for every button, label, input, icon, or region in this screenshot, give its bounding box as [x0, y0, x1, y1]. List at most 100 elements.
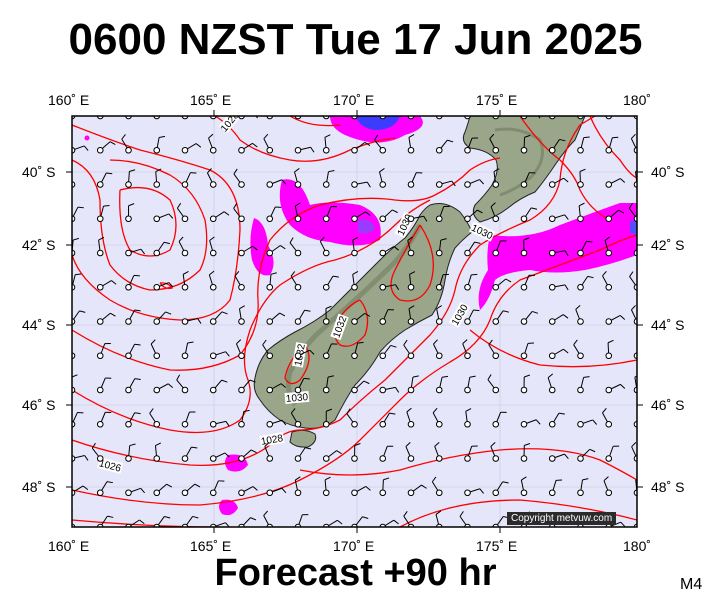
wind-station — [407, 249, 415, 257]
wind-station — [96, 489, 104, 497]
wind-barb-flag — [521, 476, 527, 481]
wind-barb-stem — [580, 116, 582, 117]
wind-station — [379, 146, 387, 154]
wind-station — [548, 146, 556, 154]
wind-barb-flag — [263, 510, 268, 516]
wind-barb-flag — [139, 519, 145, 524]
lat-label-left-48: 48˚ S — [22, 479, 56, 495]
wind-station — [520, 181, 528, 188]
wind-barb-flag — [233, 203, 238, 209]
wind-barb-flag — [524, 374, 531, 378]
wind-barb-flag — [250, 517, 257, 521]
wind-station — [351, 181, 358, 188]
wind-barb-flag — [531, 207, 538, 210]
wind-barb-flag — [395, 284, 400, 291]
wind-barb-flag — [251, 449, 257, 454]
wind-station — [351, 386, 358, 394]
wind-station — [294, 489, 302, 497]
lat-label-left-40: 40˚ S — [22, 164, 56, 180]
wind-barb-flag — [392, 209, 398, 214]
wind-barb-flag — [602, 270, 607, 277]
rain-area-west-cook-heavy — [358, 219, 375, 234]
wind-barb-flag — [337, 519, 343, 525]
wind-station — [153, 489, 161, 497]
wind-barb-stem — [354, 116, 356, 117]
wind-station — [153, 386, 161, 394]
wind-barb-flag — [82, 485, 89, 491]
wind-barb-flag — [155, 168, 162, 172]
wind-barb-flag — [176, 202, 182, 209]
wind-barb-flag — [303, 377, 310, 380]
wind-station — [407, 181, 415, 188]
wind-station — [435, 215, 443, 223]
wind-station — [96, 455, 104, 462]
wind-barb-stem — [636, 116, 637, 117]
wind-barb-flag — [129, 443, 136, 447]
wind-station — [96, 283, 104, 291]
wind-barb-flag — [618, 209, 625, 214]
lat-label-right-48: 48˚ S — [651, 479, 685, 495]
wind-barb-flag — [431, 476, 437, 483]
wind-barb-flag — [505, 278, 512, 283]
wind-station — [464, 489, 471, 497]
wind-barb-flag — [107, 515, 114, 518]
wind-barb-flag — [366, 181, 371, 188]
wind-barb-flag — [648, 245, 653, 248]
wind-barb-flag — [224, 452, 230, 458]
wind-barb-flag — [564, 250, 569, 257]
wind-barb-flag — [357, 341, 364, 344]
wind-barb-flag — [72, 237, 80, 241]
wind-station — [492, 420, 500, 428]
wind-station — [238, 420, 245, 428]
wind-station — [322, 215, 330, 223]
wind-station — [577, 181, 584, 188]
wind-station — [322, 386, 330, 394]
wind-barb-flag — [252, 245, 258, 251]
wind-barb-flag — [168, 213, 174, 219]
wind-barb-stem — [438, 116, 440, 117]
wind-barb-flag — [409, 271, 416, 275]
lon-label-bottom-175: 175˚ E — [476, 538, 518, 554]
wind-barb-flag — [620, 521, 626, 527]
wind-station — [266, 283, 274, 291]
wind-station — [322, 420, 330, 428]
wind-barb-flag — [281, 179, 287, 185]
wind-barb-flag — [421, 484, 427, 489]
wind-station — [407, 489, 415, 497]
wind-station — [577, 386, 584, 394]
wind-barb-flag — [408, 133, 415, 138]
wind-barb-flag — [197, 318, 202, 324]
wind-station — [96, 352, 104, 360]
wind-barb-flag — [326, 408, 333, 412]
wind-barb-flag — [363, 380, 370, 385]
wind-barb-flag — [393, 519, 399, 525]
rain-area-east-blue — [630, 220, 637, 236]
wind-station — [125, 249, 132, 257]
wind-station — [181, 146, 189, 154]
wind-station — [577, 489, 584, 497]
wind-station — [548, 215, 556, 223]
wind-barb-flag — [395, 387, 400, 393]
wind-barb-flag — [559, 138, 566, 142]
wind-barb-flag — [134, 309, 141, 312]
lon-label-top-170: 170˚ E — [333, 92, 375, 108]
wind-station — [209, 420, 217, 428]
wind-barb-flag — [178, 236, 184, 242]
wind-barb-flag — [433, 339, 438, 345]
wind-barb-flag — [591, 108, 596, 111]
wind-barb-flag — [563, 177, 569, 183]
wind-barb-flag — [639, 342, 645, 343]
wind-barb-flag — [393, 246, 399, 251]
wind-station — [322, 352, 330, 360]
lat-label-left-44: 44˚ S — [22, 317, 56, 333]
wind-station — [322, 318, 330, 325]
wind-station — [266, 489, 274, 497]
wind-barb-flag — [324, 476, 331, 481]
wind-barb-stem — [636, 423, 637, 425]
wind-barb-flag — [195, 143, 202, 148]
wind-barb-flag — [423, 216, 428, 222]
wind-station — [266, 146, 274, 154]
wind-barb-flag — [207, 168, 212, 174]
wind-barb-flag — [649, 419, 653, 423]
svg-text:1028: 1028 — [260, 433, 284, 448]
